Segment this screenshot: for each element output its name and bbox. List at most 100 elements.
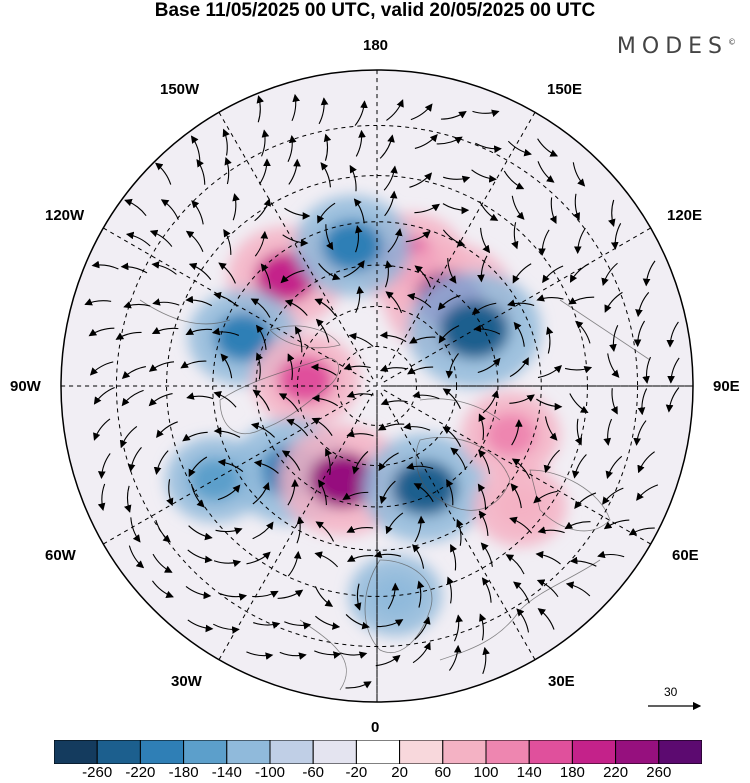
wind-vector — [456, 518, 464, 546]
colorbar-tick-label: -220 — [125, 764, 156, 781]
wind-vector — [287, 353, 295, 381]
wind-vector — [605, 455, 623, 480]
colorbar-swatch — [54, 740, 98, 764]
wind-vector — [311, 417, 333, 436]
colorbar-tick-label: 100 — [473, 764, 499, 781]
wind-vector — [291, 93, 300, 122]
wind-vector — [537, 138, 559, 157]
wind-vector — [252, 521, 274, 540]
wind-vector — [254, 230, 269, 257]
wind-vector — [191, 200, 204, 225]
wind-vector — [166, 479, 174, 507]
wind-vector — [148, 361, 175, 372]
wind-vector — [187, 619, 214, 633]
wind-vector — [311, 394, 339, 407]
map-boundary — [60, 69, 694, 703]
wind-vector — [186, 392, 214, 400]
wind-vector — [477, 255, 488, 283]
wind-vector — [505, 554, 525, 575]
wind-vector — [232, 193, 240, 221]
wind-vector — [407, 366, 434, 375]
wind-vector — [513, 581, 530, 604]
lon-label-30e: 30E — [548, 673, 575, 690]
wind-vector — [610, 388, 618, 415]
wind-vector — [151, 326, 179, 334]
wind-vector — [185, 230, 204, 252]
wind-vector — [219, 593, 248, 601]
wind-vector — [314, 551, 339, 568]
wind-vector — [282, 234, 309, 247]
colorbar-swatch — [355, 740, 401, 764]
wind-vector — [325, 448, 333, 475]
wind-vector — [373, 550, 402, 558]
wind-vector — [409, 172, 433, 188]
wind-vector — [414, 265, 431, 288]
meridian-line — [383, 212, 678, 383]
wind-vector — [315, 318, 330, 343]
lon-label-30w: 30W — [171, 673, 202, 690]
wind-vector — [315, 521, 335, 542]
wind-vector — [564, 521, 591, 530]
wind-vector — [121, 366, 146, 380]
wind-vector — [182, 431, 208, 442]
wind-vector — [151, 580, 174, 599]
wind-vector — [538, 229, 550, 257]
wind-vector — [156, 421, 178, 439]
wind-vector — [152, 553, 173, 573]
wind-vector — [543, 449, 560, 474]
wind-vector — [349, 164, 357, 192]
wind-vector — [633, 420, 647, 446]
wind-vector — [417, 580, 425, 608]
wind-vector — [471, 169, 497, 183]
wind-vector — [155, 519, 171, 543]
wind-vector — [481, 577, 492, 603]
wind-vector — [123, 301, 151, 309]
wind-vector — [185, 295, 213, 307]
wind-vector — [475, 142, 502, 154]
wind-vector — [507, 140, 532, 157]
wind-vector — [88, 327, 115, 337]
colorbar-tick-label: -100 — [254, 764, 286, 781]
wind-vector — [379, 134, 395, 159]
wind-vector — [121, 389, 144, 407]
wind-vector — [450, 447, 467, 470]
wind-vector — [256, 95, 265, 123]
wind-vector — [340, 651, 368, 659]
wind-vector — [97, 453, 111, 480]
wind-vector — [536, 294, 564, 302]
wind-vector — [346, 390, 374, 398]
wind-vector — [473, 324, 501, 335]
colorbar-swatch — [658, 740, 702, 764]
wind-vector — [480, 227, 491, 254]
wind-vector — [438, 325, 460, 344]
wind-vector — [180, 360, 207, 369]
wind-vector — [537, 526, 565, 534]
colorbar-tick-label: -60 — [302, 764, 325, 781]
positive-anomaly — [495, 485, 545, 527]
wind-vector — [84, 298, 112, 306]
wind-vector — [346, 554, 374, 562]
colorbar-tick-label: 60 — [434, 764, 452, 781]
wind-vector — [535, 550, 561, 565]
wind-vector — [91, 260, 119, 270]
wind-vector — [355, 285, 365, 313]
wind-vector — [387, 228, 403, 253]
wind-vector — [385, 512, 404, 535]
lon-label-right: 90E — [713, 378, 740, 395]
wind-vector — [480, 542, 493, 567]
wind-vector — [185, 327, 213, 335]
wind-vector — [287, 479, 299, 506]
lon-label-60w: 60W — [45, 547, 76, 564]
colorbar-tick-label: 180 — [559, 764, 585, 781]
wind-vector — [549, 197, 557, 225]
wind-vector — [569, 263, 590, 283]
meridian-line — [380, 392, 551, 687]
wind-vector — [512, 263, 532, 284]
wind-vector — [377, 423, 405, 431]
negative-anomaly — [321, 220, 383, 272]
wind-vector — [446, 576, 455, 604]
wind-vector — [575, 320, 591, 344]
wind-vector — [154, 162, 172, 185]
wind-vector — [215, 527, 243, 535]
wind-vector — [479, 201, 499, 221]
